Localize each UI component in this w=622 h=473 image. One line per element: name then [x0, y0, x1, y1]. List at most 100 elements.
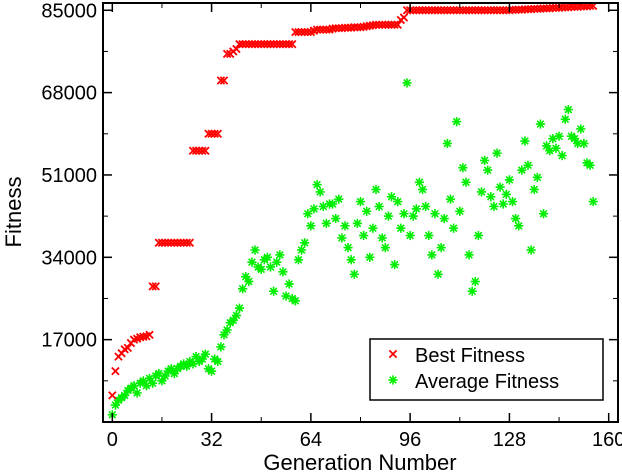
- best-fitness-point: [253, 39, 263, 49]
- best-fitness-point: [182, 238, 192, 248]
- best-fitness-point: [377, 20, 387, 30]
- best-fitness-point: [390, 20, 399, 30]
- average-fitness-point: [405, 230, 415, 241]
- average-fitness-point: [476, 187, 487, 197]
- average-fitness-point: [337, 233, 347, 243]
- average-fitness-point: [371, 184, 381, 195]
- average-fitness-point: [265, 262, 276, 272]
- best-fitness-point: [433, 6, 443, 15]
- x-tick-label: 96: [399, 429, 421, 451]
- best-fitness-point: [188, 146, 198, 155]
- y-tick-label: 51000: [41, 165, 97, 187]
- average-fitness-point: [222, 325, 232, 335]
- average-fitness-point: [132, 388, 142, 398]
- average-fitness-point: [430, 209, 440, 219]
- average-fitness-point: [411, 204, 421, 214]
- average-fitness-point: [256, 264, 266, 275]
- average-fitness-point: [464, 250, 474, 260]
- average-fitness-point: [473, 230, 483, 241]
- average-fitness-point: [219, 330, 229, 340]
- best-fitness-point: [263, 39, 272, 49]
- x-axis-label: Generation Number: [263, 450, 456, 473]
- average-fitness-point: [479, 155, 490, 166]
- best-fitness-point: [260, 39, 269, 49]
- average-fitness-point: [362, 206, 372, 216]
- average-fitness-point: [334, 194, 344, 204]
- average-fitness-point: [458, 163, 468, 173]
- best-fitness-point: [241, 39, 250, 49]
- best-fitness-point: [148, 282, 157, 291]
- average-fitness-point: [427, 250, 437, 260]
- best-fitness-point: [440, 6, 449, 15]
- best-fitness-point: [467, 6, 477, 15]
- best-fitness-point: [266, 39, 275, 49]
- average-fitness-point: [290, 296, 300, 306]
- average-fitness-point: [148, 378, 158, 388]
- series-layer: [107, 3, 598, 420]
- best-fitness-point: [198, 146, 207, 155]
- average-fitness-point: [272, 257, 282, 267]
- best-fitness-point: [151, 282, 160, 291]
- best-fitness-point: [384, 20, 393, 30]
- average-fitness-point: [421, 201, 431, 212]
- legend-marker-best-fitness: [388, 349, 398, 359]
- best-fitness-point: [374, 20, 384, 30]
- best-fitness-point: [108, 391, 117, 400]
- best-fitness-point: [291, 27, 300, 37]
- average-fitness-point: [247, 257, 257, 267]
- best-fitness-point: [319, 25, 328, 34]
- average-fitness-point: [312, 180, 322, 190]
- legend-star-marker: [388, 375, 398, 385]
- best-fitness-point: [315, 25, 325, 34]
- average-fitness-point: [445, 194, 456, 204]
- best-fitness-point: [303, 27, 312, 37]
- best-fitness-point: [399, 13, 409, 22]
- best-fitness-point: [312, 25, 322, 34]
- average-fitness-point: [455, 206, 465, 216]
- best-fitness-point: [222, 49, 232, 59]
- average-fitness-point: [514, 221, 524, 231]
- y-tick-label: 17000: [41, 330, 97, 352]
- best-fitness-point: [483, 6, 492, 15]
- average-fitness-point: [244, 276, 254, 287]
- average-fitness-point: [492, 148, 502, 158]
- average-fitness-point: [293, 255, 304, 265]
- best-fitness-point: [256, 39, 266, 49]
- best-fitness-point: [446, 6, 455, 15]
- average-fitness-point: [461, 177, 471, 187]
- average-fitness-point: [306, 221, 316, 231]
- average-fitness-point: [275, 250, 285, 260]
- average-fitness-point: [417, 184, 428, 195]
- best-fitness-point: [194, 146, 204, 155]
- average-fitness-point: [579, 138, 589, 149]
- best-fitness-point: [412, 6, 421, 15]
- best-fitness-point: [415, 6, 424, 15]
- best-fitness-point: [492, 6, 502, 15]
- average-fitness-point: [157, 376, 167, 386]
- average-fitness-point: [331, 213, 341, 224]
- best-fitness-point: [272, 39, 281, 49]
- average-fitness-point: [532, 172, 542, 182]
- average-fitness-point: [501, 189, 511, 199]
- average-fitness-point: [414, 177, 425, 187]
- best-fitness-point: [288, 39, 297, 49]
- average-fitness-point: [433, 269, 443, 279]
- legend: Best Fitness Average Fitness: [369, 338, 604, 401]
- best-fitness-point: [145, 330, 154, 340]
- average-fitness-point: [206, 366, 217, 376]
- axis-layer: 0 32 64 96 128 160 17000 34000 51000 68000 85000: [41, 0, 622, 451]
- best-fitness-point: [498, 6, 508, 15]
- best-fitness-point: [471, 6, 480, 15]
- average-fitness-point: [296, 245, 307, 255]
- best-fitness-point: [247, 39, 257, 49]
- best-fitness-point: [232, 44, 241, 54]
- average-fitness-point: [517, 165, 527, 175]
- average-fitness-point: [576, 124, 586, 134]
- best-fitness-point: [539, 4, 548, 13]
- average-fitness-point: [365, 252, 375, 262]
- x-tick-label: 128: [493, 429, 526, 451]
- best-fitness-point: [520, 5, 530, 14]
- best-fitness-point: [219, 76, 229, 85]
- legend-label-average-fitness: Average Fitness: [415, 371, 559, 393]
- average-fitness-point: [238, 284, 248, 294]
